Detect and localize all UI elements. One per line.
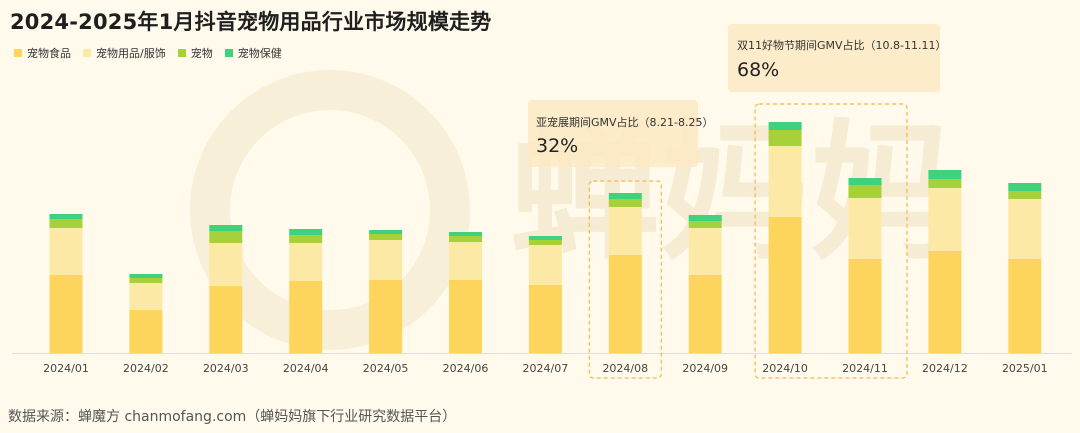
bar-2024-04-series-0 — [289, 281, 323, 353]
chart-title: 2024-2025年1月抖音宠物用品行业市场规模走势 — [10, 10, 492, 34]
legend: 宠物食品 宠物用品/服饰 宠物 宠物保健 — [14, 45, 282, 61]
callout-label: 亚宠展期间GMV占比（8.21-8.25） — [536, 115, 714, 129]
bar-2024-07-series-3 — [528, 236, 562, 240]
bar-2024-06-series-3 — [449, 232, 482, 236]
bar-2024-07-series-1 — [528, 245, 562, 285]
bar-2024-08-series-3 — [608, 193, 642, 199]
x-tick-label: 2024/10 — [762, 362, 808, 375]
bar-2024-03-series-2 — [209, 231, 243, 243]
highlight-box-2024-08 — [588, 180, 662, 379]
x-tick-label: 2024/07 — [523, 362, 569, 375]
bar-2024-12-series-2 — [928, 179, 962, 188]
bar-2024-05-series-1 — [369, 240, 403, 280]
bar-2025-01-series-1 — [1008, 199, 1042, 259]
callout-bg — [728, 24, 940, 92]
bar-2025-01-series-0 — [1008, 259, 1042, 353]
legend-label: 宠物食品 — [27, 47, 71, 60]
bar-2024-11-series-1 — [848, 198, 882, 259]
highlight-box-double11 — [754, 103, 908, 379]
legend-swatch-pet — [177, 49, 186, 57]
bar-2024-10-series-1 — [768, 146, 802, 217]
bar-2024-11-series-0 — [848, 259, 882, 353]
bar-2024-06-series-0 — [449, 280, 482, 353]
bar-2024-07-series-0 — [528, 285, 562, 353]
legend-item: 宠物 — [177, 45, 213, 61]
bar-2024-09-series-2 — [688, 221, 722, 228]
bar-2024-04-series-2 — [289, 235, 323, 243]
bar-2024-04-series-1 — [289, 243, 323, 281]
bar-2024-08-series-0 — [608, 255, 642, 353]
callout-value: 68% — [737, 59, 779, 81]
legend-label: 宠物保健 — [237, 47, 282, 60]
callout-value: 32% — [536, 135, 578, 157]
x-tick-label: 2025/01 — [1002, 362, 1048, 375]
x-tick-label: 2024/03 — [203, 362, 249, 375]
bar-2024-11-series-2 — [848, 185, 882, 198]
bar-2024-06-series-2 — [449, 236, 482, 242]
callout-label: 双11好物节期间GMV占比（10.8-11.11） — [737, 38, 947, 52]
bar-2024-02-series-0 — [129, 310, 163, 353]
stacked-bar-chart: 蝉妈妈亚宠展期间GMV占比（8.21-8.25）32%双11好物节期间GMV占比… — [12, 24, 1072, 379]
source-footer: 数据来源：蝉魔方 chanmofang.com（蝉妈妈旗下行业研究数据平台） — [8, 409, 457, 425]
legend-item: 宠物保健 — [224, 45, 282, 61]
bar-2024-03-series-0 — [209, 286, 243, 353]
bar-2024-08-series-2 — [608, 199, 642, 207]
bar-2024-10-series-0 — [768, 217, 802, 353]
legend-item: 宠物用品/服饰 — [83, 45, 166, 61]
x-tick-label: 2024/04 — [283, 362, 329, 375]
legend-item: 宠物食品 — [14, 45, 71, 61]
bar-2024-06-series-1 — [449, 242, 482, 280]
bar-2024-10-series-3 — [768, 122, 802, 130]
bar-2024-05-series-3 — [369, 230, 403, 234]
x-tick-label: 2024/12 — [922, 362, 968, 375]
legend-swatch-pet-health — [224, 49, 233, 57]
bar-2024-05-series-0 — [369, 280, 403, 353]
bar-2024-02-series-2 — [129, 278, 163, 283]
bar-2024-09-series-1 — [688, 228, 722, 275]
bar-2024-12-series-0 — [928, 251, 962, 353]
bar-2024-12-series-3 — [928, 170, 962, 179]
x-tick-label: 2024/08 — [602, 362, 648, 375]
bar-2024-01-series-2 — [49, 219, 83, 228]
bar-2024-01-series-0 — [49, 275, 83, 353]
x-tick-label: 2024/02 — [123, 362, 169, 375]
bar-2024-12-series-1 — [928, 188, 962, 251]
bar-2025-01-series-3 — [1008, 183, 1042, 191]
x-tick-label: 2024/06 — [443, 362, 489, 375]
bar-2024-09-series-3 — [688, 215, 722, 221]
legend-label: 宠物 — [190, 47, 213, 60]
bar-2024-04-series-3 — [289, 229, 323, 235]
bar-2024-09-series-0 — [688, 275, 722, 353]
callout-double11: 双11好物节期间GMV占比（10.8-11.11） 68% — [728, 24, 947, 92]
bar-2024-11-series-3 — [848, 178, 882, 185]
legend-swatch-pet-supplies — [83, 49, 91, 57]
bar-2024-01-series-1 — [49, 228, 83, 275]
bar-2024-03-series-3 — [209, 225, 243, 231]
legend-swatch-pet-food — [14, 49, 22, 57]
bar-2024-02-series-3 — [129, 274, 163, 278]
bar-2024-10-series-2 — [768, 130, 802, 146]
x-tick-label: 2024/01 — [43, 362, 89, 375]
watermark-shape — [190, 70, 470, 350]
bar-2024-05-series-2 — [369, 234, 403, 240]
callout-expo: 亚宠展期间GMV占比（8.21-8.25） 32% — [528, 100, 714, 167]
bar-2025-01-series-2 — [1008, 191, 1042, 199]
bar-2024-08-series-1 — [608, 207, 642, 255]
legend-label: 宠物用品/服饰 — [96, 47, 166, 60]
bar-2024-02-series-1 — [129, 283, 163, 310]
bar-2024-03-series-1 — [209, 243, 243, 286]
callout-bg — [528, 100, 698, 167]
x-tick-label: 2024/11 — [842, 362, 888, 375]
bar-2024-01-series-3 — [49, 214, 83, 219]
bar-2024-07-series-2 — [528, 240, 562, 245]
x-tick-label: 2024/09 — [682, 362, 728, 375]
x-tick-label: 2024/05 — [363, 362, 409, 375]
